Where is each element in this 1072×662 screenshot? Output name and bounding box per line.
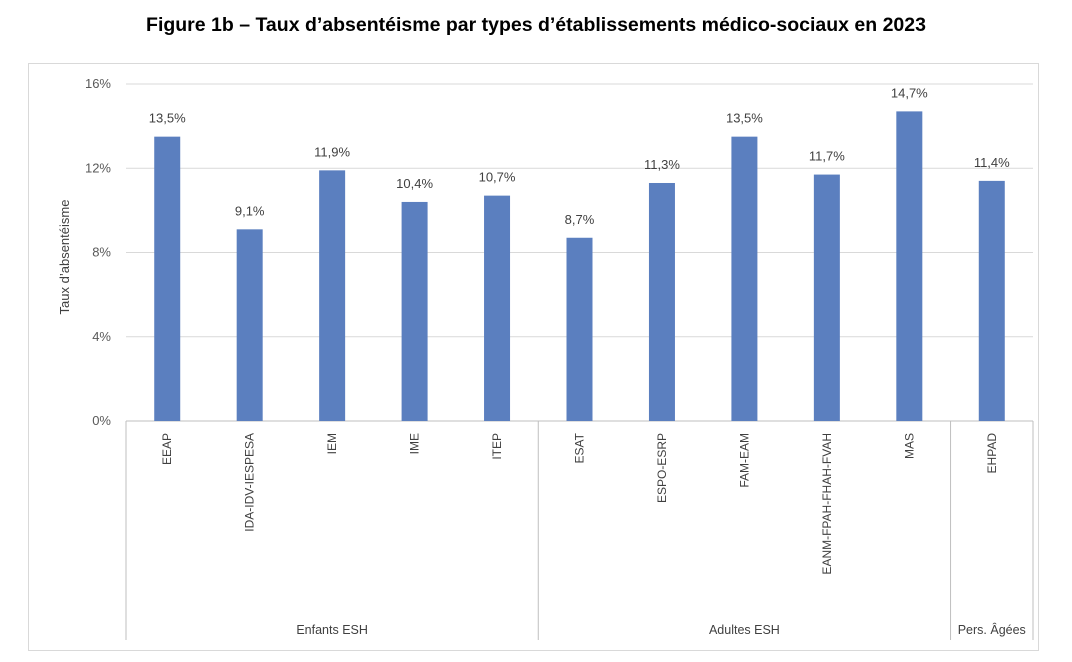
y-tick-label: 4% bbox=[92, 329, 111, 344]
bar bbox=[154, 136, 181, 421]
bar bbox=[978, 180, 1005, 421]
data-label: 11,7% bbox=[809, 149, 845, 164]
category-label: MAS bbox=[902, 433, 916, 459]
bar bbox=[566, 237, 593, 421]
category-label: FAM-EAM bbox=[737, 433, 751, 488]
data-label: 14,7% bbox=[891, 85, 928, 100]
category-label: IME bbox=[408, 433, 422, 454]
bar bbox=[401, 201, 428, 421]
data-label: 10,7% bbox=[479, 170, 516, 185]
y-axis-label: Taux d’absentéisme bbox=[57, 200, 72, 315]
group-label: Pers. Âgées bbox=[958, 622, 1026, 637]
category-label: EANM-FPAH-FHAH-FVAH bbox=[820, 433, 834, 575]
y-tick-label: 16% bbox=[85, 76, 111, 91]
data-label: 10,4% bbox=[396, 176, 433, 191]
chart-title: Figure 1b – Taux d’absentéisme par types… bbox=[146, 14, 926, 36]
category-label: IEM bbox=[325, 433, 339, 454]
data-label: 13,5% bbox=[726, 111, 763, 126]
chart-frame bbox=[28, 63, 1039, 651]
bar bbox=[731, 136, 758, 421]
bar bbox=[236, 229, 263, 421]
data-label: 13,5% bbox=[149, 111, 186, 126]
category-label: EEAP bbox=[160, 433, 174, 465]
y-tick-label: 0% bbox=[92, 413, 111, 428]
category-label: ITEP bbox=[490, 433, 504, 460]
data-label: 8,7% bbox=[565, 212, 595, 227]
bar bbox=[484, 195, 511, 421]
bar bbox=[319, 170, 346, 421]
y-tick-label: 8% bbox=[92, 245, 111, 260]
data-label: 9,1% bbox=[235, 203, 265, 218]
data-label: 11,9% bbox=[314, 144, 350, 159]
bar bbox=[813, 174, 840, 421]
category-label: IDA-IDV-IESPESA bbox=[243, 433, 257, 532]
y-tick-label: 12% bbox=[85, 160, 111, 175]
bar bbox=[896, 111, 923, 421]
category-label: ESPO-ESRP bbox=[655, 433, 669, 503]
category-label: EHPAD bbox=[985, 433, 999, 474]
data-label: 11,4% bbox=[974, 155, 1010, 170]
group-label: Enfants ESH bbox=[296, 623, 368, 637]
group-label: Adultes ESH bbox=[709, 623, 780, 637]
category-label: ESAT bbox=[573, 432, 587, 463]
bar bbox=[648, 182, 675, 421]
data-label: 11,3% bbox=[644, 157, 680, 172]
